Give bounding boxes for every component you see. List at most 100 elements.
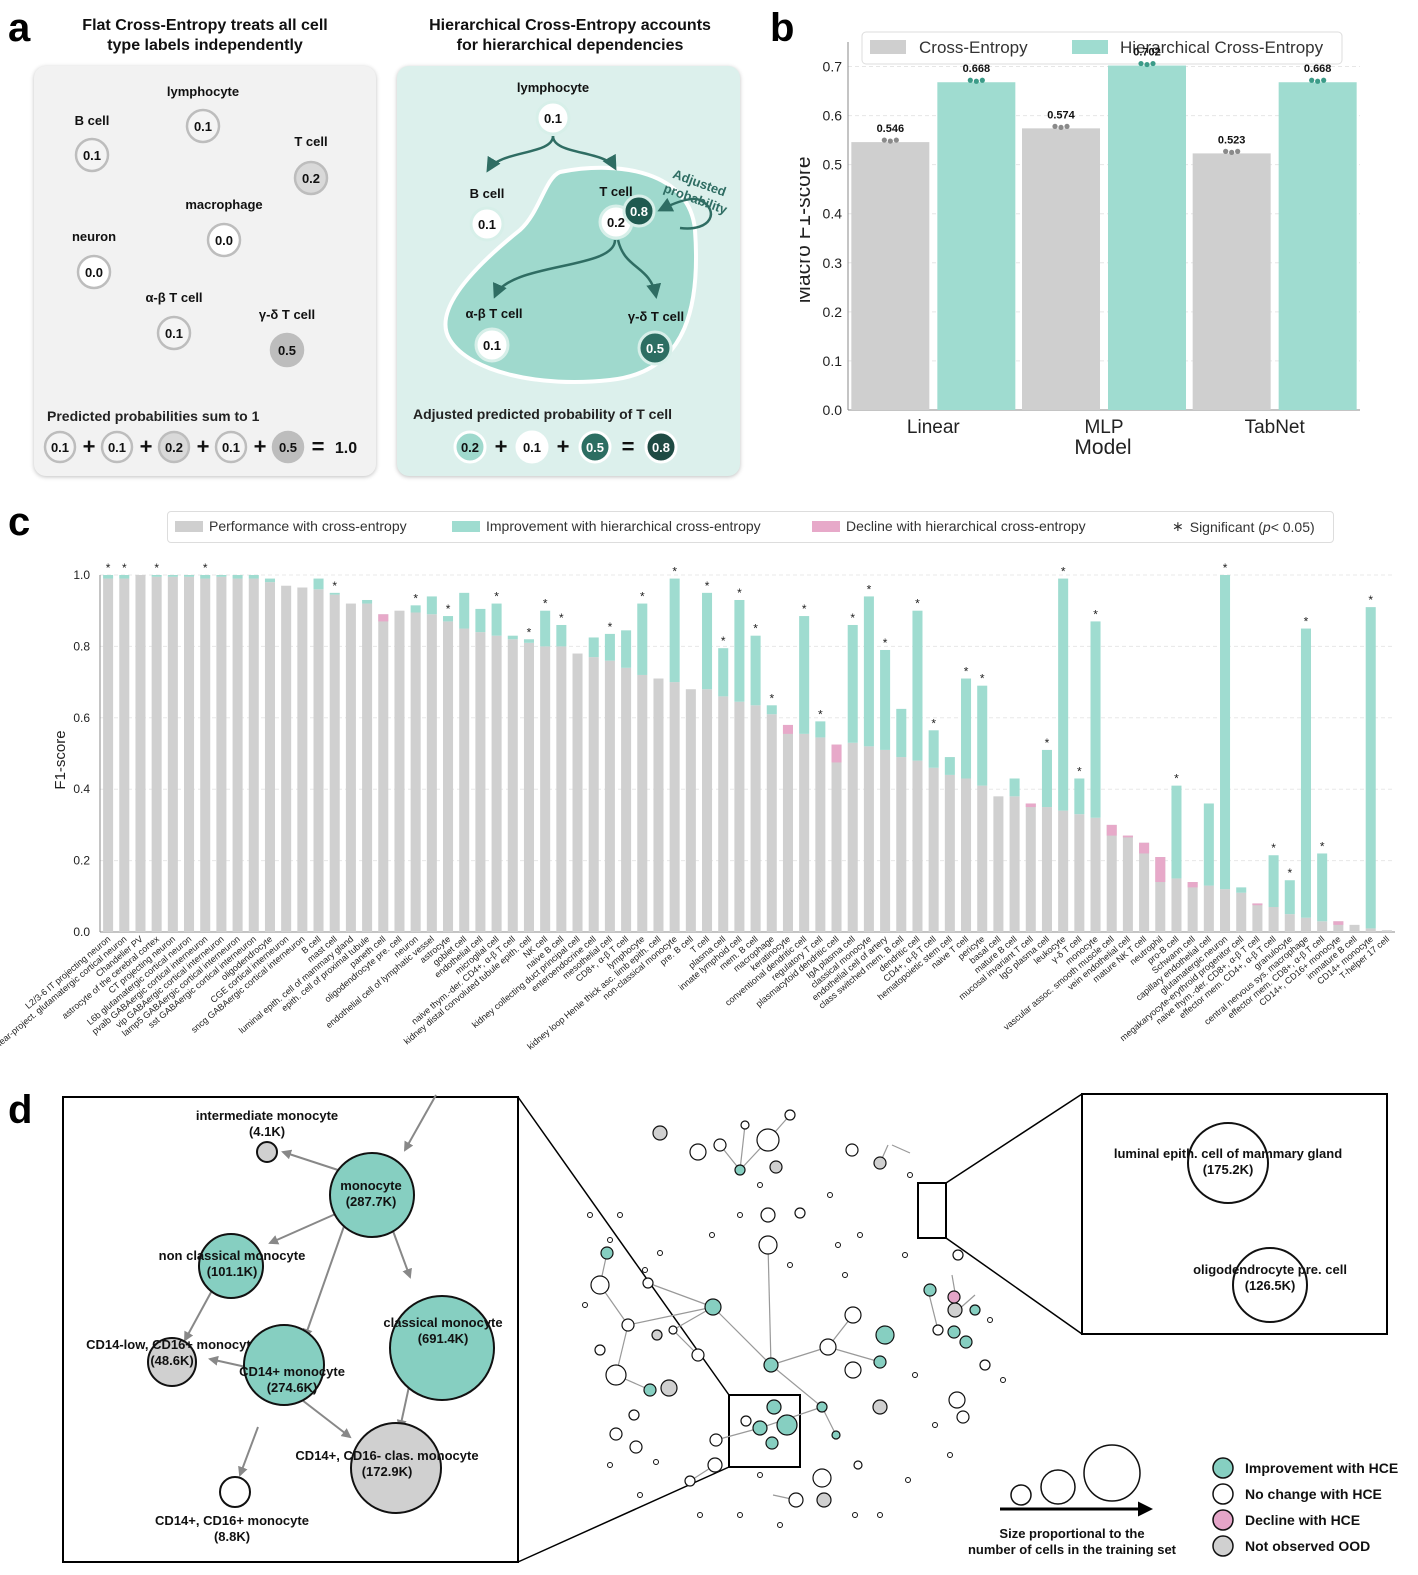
overview-node bbox=[872, 1399, 888, 1415]
overview-node-small bbox=[857, 1232, 863, 1238]
bar-baseline bbox=[863, 746, 874, 932]
significance-marker: * bbox=[1223, 561, 1228, 575]
x-axis-title: Model bbox=[1074, 436, 1131, 459]
bar-improvement bbox=[443, 616, 454, 622]
legend-sig-tail: < 0.05) bbox=[1270, 518, 1315, 535]
legend-sig: ∗ Significant ( p < 0.05) bbox=[1172, 518, 1315, 535]
overview-node bbox=[766, 1399, 782, 1415]
bar-baseline bbox=[362, 603, 373, 932]
overview-node bbox=[816, 1492, 832, 1508]
zoom-node-name: CD14+, CD16+ monocyte bbox=[155, 1513, 309, 1528]
zoom-node-name: non classical monocyte bbox=[159, 1248, 306, 1263]
bar-baseline bbox=[1058, 810, 1069, 932]
bar-baseline bbox=[200, 578, 211, 932]
flat-eq-circle bbox=[214, 430, 248, 464]
zoom-node-count: (8.8K) bbox=[214, 1529, 250, 1544]
zoom-node-circle bbox=[389, 1295, 495, 1401]
legend-impr: Improvement with hierarchical cross-entr… bbox=[452, 518, 761, 534]
bar-improvement bbox=[184, 575, 195, 577]
overview-edge bbox=[712, 1306, 772, 1366]
bar-decline bbox=[831, 744, 842, 763]
overview-node bbox=[752, 1420, 768, 1436]
overview-node-small bbox=[737, 1512, 743, 1518]
bar-improvement bbox=[200, 575, 211, 579]
bar-improvement bbox=[232, 575, 243, 579]
overview-node bbox=[873, 1355, 887, 1369]
bar-decline bbox=[1139, 842, 1150, 854]
hier-node-label: T cell bbox=[599, 184, 632, 199]
overview-node bbox=[844, 1361, 862, 1379]
overview-node bbox=[643, 1383, 657, 1397]
bar-baseline bbox=[1317, 921, 1328, 932]
bar-improvement bbox=[248, 575, 259, 579]
legend-label: No change with HCE bbox=[1245, 1486, 1382, 1502]
overview-node bbox=[758, 1235, 778, 1255]
bar-baseline bbox=[1041, 807, 1052, 932]
overview-edge bbox=[739, 1124, 746, 1171]
zoom-node-count: (691.4K) bbox=[418, 1331, 469, 1346]
replicate-dot bbox=[1138, 60, 1144, 67]
flat-eq-value: 0.2 bbox=[165, 440, 183, 455]
bar-decline bbox=[782, 724, 793, 734]
y-tick-label: 0.7 bbox=[823, 59, 843, 75]
size-caption-1: Size proportional to the bbox=[999, 1526, 1144, 1541]
overview-node-small bbox=[835, 1242, 841, 1248]
overview-node-small bbox=[757, 1472, 763, 1478]
flat-node-label: neuron bbox=[72, 229, 116, 244]
overview-node bbox=[660, 1379, 678, 1397]
overview-node bbox=[947, 1302, 963, 1318]
legend-label: Not observed OOD bbox=[1245, 1538, 1370, 1554]
hier-node-label: lymphocyte bbox=[517, 80, 589, 95]
bar-baseline bbox=[475, 632, 486, 932]
overview-node bbox=[948, 1391, 966, 1409]
flat-node-value: 0.1 bbox=[165, 326, 183, 341]
overview-node-small bbox=[827, 1192, 833, 1198]
hier-sum-circle bbox=[644, 430, 678, 464]
flat-node-value: 0.1 bbox=[83, 148, 101, 163]
bar-baseline bbox=[1284, 914, 1295, 932]
bar-baseline bbox=[669, 682, 680, 932]
significance-marker: * bbox=[705, 579, 710, 593]
legend-sig-symbol: ∗ bbox=[1172, 518, 1184, 534]
bar-improvement bbox=[799, 616, 810, 734]
overview-node bbox=[605, 1364, 627, 1386]
overview-edge bbox=[715, 1427, 761, 1441]
overview-node bbox=[956, 1410, 970, 1424]
bar-baseline bbox=[831, 744, 842, 932]
bar-baseline bbox=[232, 578, 243, 932]
replicate-dot bbox=[973, 78, 979, 84]
bar-improvement bbox=[1041, 749, 1052, 808]
overview-node bbox=[756, 1128, 780, 1152]
hier-eq-circle bbox=[515, 430, 549, 464]
overview-node-small bbox=[607, 1462, 613, 1468]
replicate-dot bbox=[1150, 60, 1156, 67]
y-tick-label: 0.2 bbox=[73, 854, 90, 868]
overview-node bbox=[969, 1304, 981, 1316]
replicate-dot bbox=[1235, 148, 1241, 154]
zoom-source-right bbox=[917, 1182, 947, 1239]
y-tick-label: 0.8 bbox=[73, 639, 90, 653]
overview-node-small bbox=[852, 1512, 858, 1518]
bar-baseline bbox=[1220, 889, 1231, 932]
overview-node-small bbox=[587, 1212, 593, 1218]
significance-marker: * bbox=[1368, 593, 1373, 607]
overview-node bbox=[689, 1143, 707, 1161]
legend-label-ce: Cross-Entropy bbox=[919, 38, 1028, 57]
overview-node bbox=[769, 1160, 783, 1174]
overview-node-small bbox=[905, 1477, 911, 1483]
hier-ce-title-line1: Hierarchical Cross-Entropy accounts bbox=[429, 17, 711, 34]
bar-baseline bbox=[1009, 796, 1020, 932]
hier-node-circle bbox=[474, 327, 510, 363]
bar-hce bbox=[937, 82, 1016, 410]
replicate-dot bbox=[1321, 77, 1327, 83]
bar-decline bbox=[378, 614, 389, 622]
overview-node bbox=[668, 1325, 678, 1335]
overview-edge bbox=[770, 1364, 823, 1408]
hier-eq-circle bbox=[453, 430, 487, 464]
overview-node bbox=[629, 1440, 643, 1454]
flat-note: Predicted probabilities sum to 1 bbox=[47, 408, 260, 424]
plus-sign: + bbox=[254, 434, 267, 459]
hier-node-value: 0.5 bbox=[646, 341, 664, 356]
overview-node bbox=[923, 1283, 937, 1297]
bar-baseline bbox=[880, 749, 891, 932]
